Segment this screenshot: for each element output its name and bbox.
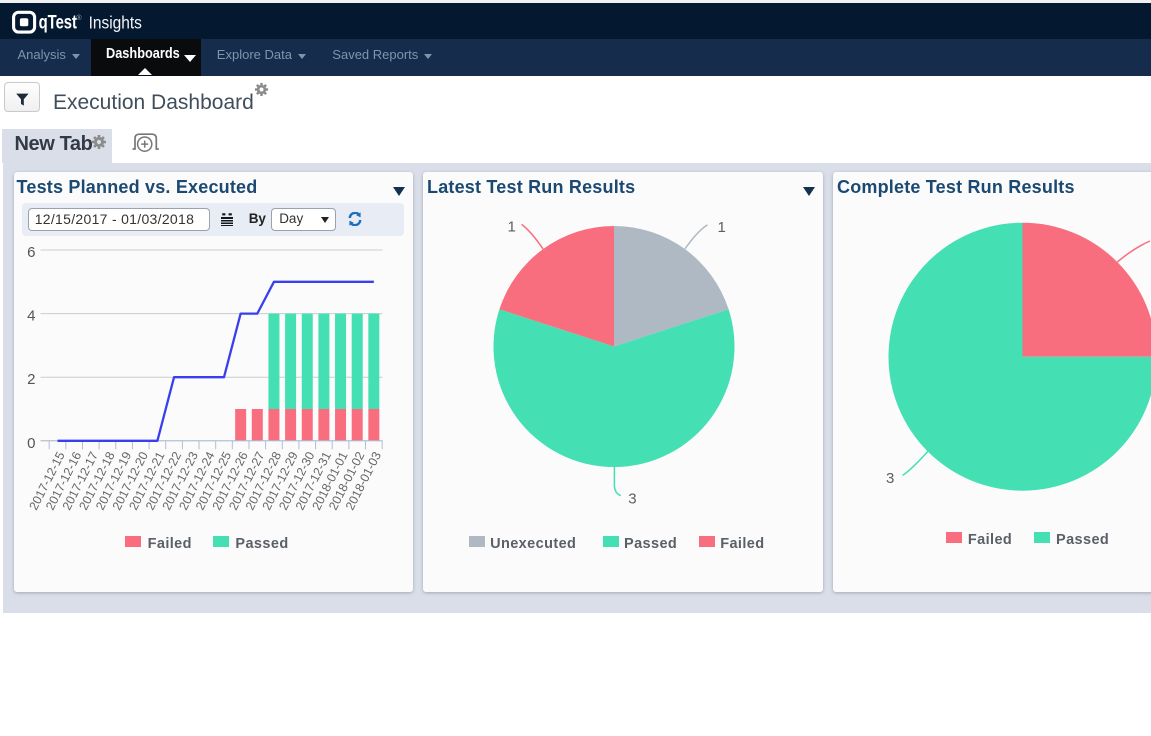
svg-text:®: ® [76, 14, 82, 22]
svg-text:6: 6 [27, 244, 35, 261]
svg-text:4: 4 [27, 308, 35, 325]
svg-text:qTest: qTest [39, 12, 78, 33]
svg-text:Insights: Insights [89, 12, 142, 32]
svg-text:1: 1 [508, 219, 516, 236]
svg-text:2: 2 [27, 371, 35, 388]
svg-text:3: 3 [628, 491, 636, 508]
svg-text:3: 3 [886, 470, 894, 487]
svg-text:1: 1 [718, 219, 726, 236]
svg-text:0: 0 [27, 435, 35, 452]
